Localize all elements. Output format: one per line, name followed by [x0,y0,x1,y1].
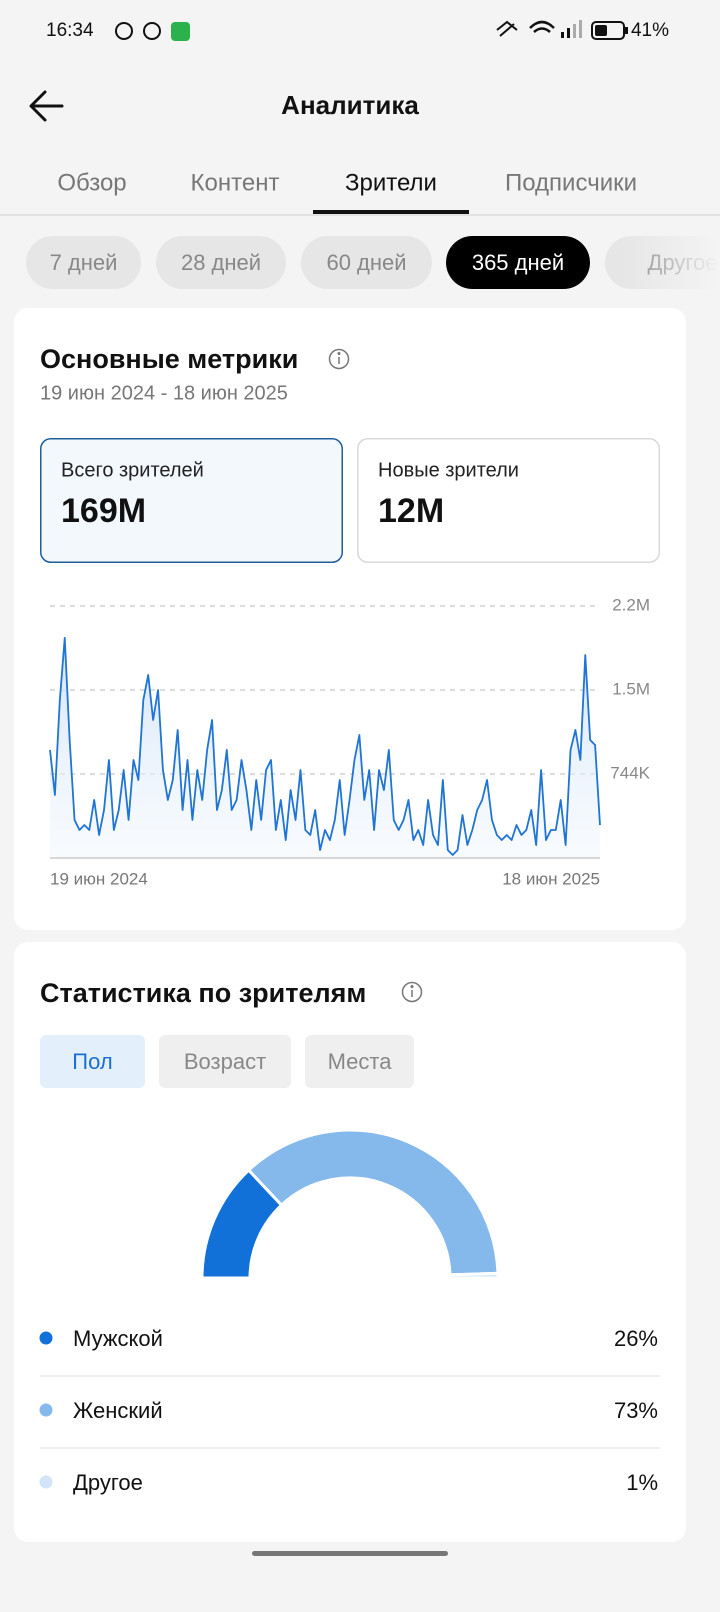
audience-tab-label[interactable]: Места [328,1049,393,1074]
legend-label: Женский [73,1398,163,1423]
legend-value: 1% [626,1470,658,1495]
legend-value: 73% [614,1398,658,1423]
y-tick-label: 2.2M [612,595,650,614]
gender-chart: Мужской 26% Женский 73% Другое 1% [39,1128,660,1495]
tab-bar: Обзор Контент Зрители Подписчики [57,169,637,196]
tab[interactable]: Контент [191,169,280,196]
back-button[interactable] [29,90,64,122]
status-app-icons [115,22,190,41]
kpi-value: 12M [378,492,444,530]
period-label[interactable]: 365 дней [472,250,564,275]
home-indicator [252,1551,448,1556]
audience-tab-label[interactable]: Пол [72,1049,112,1074]
kpi-label: Всего зрителей [61,459,204,481]
tab[interactable]: Подписчики [505,169,637,196]
x-tick-label: 19 июн 2024 [50,869,148,888]
audience-tab-label[interactable]: Возраст [184,1049,266,1074]
line-area [50,637,600,858]
audience-tab[interactable] [159,1035,291,1088]
audience-tabs: Пол Возраст Места [40,1035,414,1088]
tab-indicator [313,210,469,214]
period-pill[interactable] [446,236,590,289]
legend-label: Другое [73,1470,143,1495]
legend-dot [39,1475,53,1489]
kpi-value: 169M [61,492,146,530]
status-system-icons [496,20,628,40]
y-tick-label: 744K [610,763,650,782]
period-pill[interactable] [26,236,141,289]
period-label[interactable]: 28 дней [181,250,261,275]
kpi-card[interactable] [40,438,343,563]
kpi-card[interactable] [357,438,660,563]
header-title: Аналитика [281,90,419,120]
period-label[interactable]: 60 дней [326,250,406,275]
x-tick-label: 18 июн 2025 [502,869,600,888]
audience-card [14,942,686,1542]
pie-segment [448,1271,500,1280]
info-icon[interactable] [328,348,350,370]
info-icon[interactable] [401,981,423,1003]
legend-dot [39,1331,53,1345]
pill-fade [620,230,720,294]
period-pill[interactable] [301,236,432,289]
metrics-title: Основные метрики [40,344,298,374]
audience-title: Статистика по зрителям [40,978,366,1008]
pie-segment [246,1128,500,1277]
legend-value: 26% [614,1326,658,1351]
metrics-date-range: 19 июн 2024 - 18 июн 2025 [40,382,288,404]
line-series [49,637,601,856]
tab[interactable]: Обзор [57,169,126,196]
status-time: 16:34 [46,20,94,41]
line-chart: 744K 1.5M 2.2M 19 июн 2024 18 июн 2025 [49,595,651,888]
kpi-label: Новые зрители [378,459,519,481]
legend-dot [39,1403,53,1417]
audience-tab[interactable] [40,1035,145,1088]
period-pill[interactable] [156,236,286,289]
audience-tab[interactable] [305,1035,414,1088]
legend-label: Мужской [73,1326,163,1351]
tab[interactable]: Зрители [345,169,437,196]
y-tick-label: 1.5M [612,679,650,698]
status-battery: 41% [631,20,669,41]
kpi-row: Всего зрителей 169M Новые зрители 12M [40,438,660,563]
period-label[interactable]: 7 дней [50,250,118,275]
